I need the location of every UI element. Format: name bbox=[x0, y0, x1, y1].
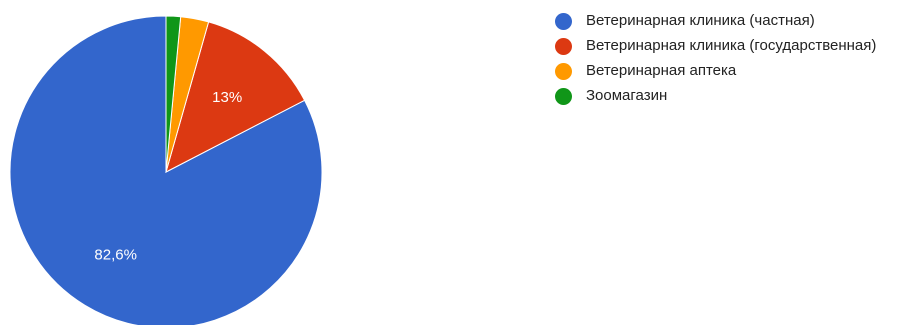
legend-label: Зоомагазин bbox=[586, 87, 668, 104]
legend-item-pharmacy[interactable]: Ветеринарная аптека bbox=[555, 60, 900, 82]
pie-slice-state-clinic[interactable] bbox=[165, 21, 306, 173]
legend-swatch bbox=[555, 88, 572, 105]
slice-label-private-clinic: 82,6% bbox=[94, 247, 137, 264]
pie-slice-private-clinic[interactable] bbox=[9, 15, 323, 325]
legend-label: Ветеринарная аптека bbox=[586, 62, 737, 79]
pie-slice-pet-store[interactable] bbox=[165, 15, 182, 173]
legend-swatch bbox=[555, 63, 572, 80]
legend-label: Ветеринарная клиника (частная) bbox=[586, 12, 815, 29]
legend-item-pet-store[interactable]: Зоомагазин bbox=[555, 85, 900, 107]
slice-label-state-clinic: 13% bbox=[212, 89, 242, 106]
legend: Ветеринарная клиника (частная) Ветеринар… bbox=[555, 10, 900, 110]
legend-item-private-clinic[interactable]: Ветеринарная клиника (частная) bbox=[555, 10, 900, 32]
legend-swatch bbox=[555, 13, 572, 30]
legend-label: Ветеринарная клиника (государственная) bbox=[586, 37, 877, 54]
pie-slices bbox=[9, 15, 323, 325]
legend-item-state-clinic[interactable]: Ветеринарная клиника (государственная) bbox=[555, 35, 900, 57]
legend-swatch bbox=[555, 38, 572, 55]
pie-slice-labels: 82,6% 13% bbox=[94, 89, 242, 264]
